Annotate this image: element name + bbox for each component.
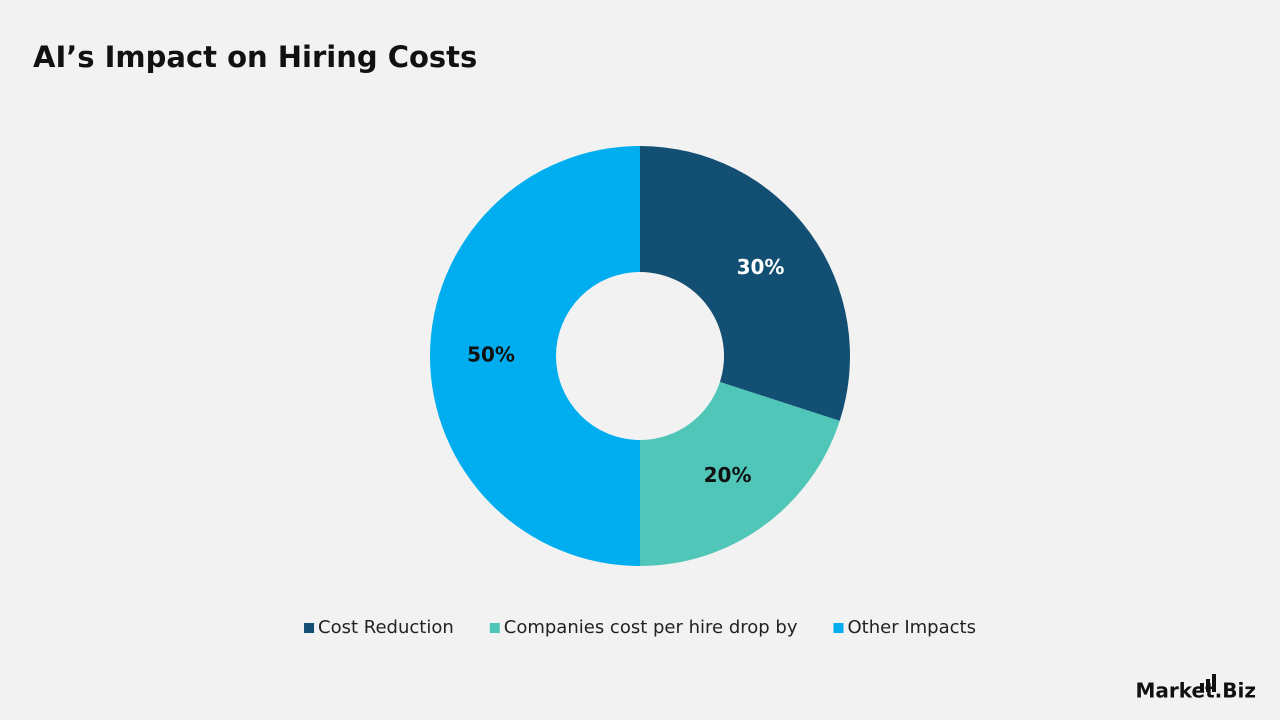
legend-swatch: [304, 623, 315, 633]
legend-label: Other Impacts: [848, 617, 976, 638]
data-label: 50%: [467, 343, 515, 367]
legend-label: Companies cost per hire drop by: [504, 617, 798, 638]
legend-swatch: [489, 623, 500, 633]
slice: [430, 146, 640, 566]
logo: Market.Biz: [1136, 679, 1257, 703]
legend-label: Cost Reduction: [318, 617, 454, 638]
slice: [640, 146, 850, 421]
logo-icon: [1200, 674, 1216, 692]
data-label: 20%: [704, 463, 752, 487]
chart-title: AI’s Impact on Hiring Costs: [33, 40, 477, 74]
legend-swatch: [833, 623, 844, 633]
slice: [640, 381, 840, 566]
data-label: 30%: [737, 255, 785, 279]
